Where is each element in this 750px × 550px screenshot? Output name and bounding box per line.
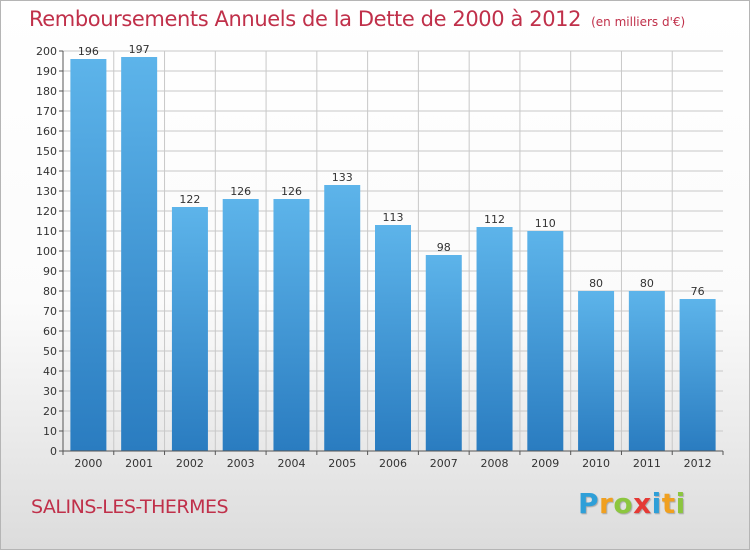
y-tick-label: 120 bbox=[36, 205, 57, 218]
bar bbox=[425, 255, 462, 451]
data-label: 80 bbox=[640, 277, 654, 290]
y-tick-label: 0 bbox=[50, 445, 57, 458]
bar bbox=[628, 291, 665, 451]
y-tick-label: 60 bbox=[43, 325, 57, 338]
y-tick-label: 90 bbox=[43, 265, 57, 278]
y-tick-label: 100 bbox=[36, 245, 57, 258]
x-tick-label: 2005 bbox=[328, 457, 356, 470]
x-tick-label: 2001 bbox=[125, 457, 153, 470]
data-label: 197 bbox=[129, 43, 150, 56]
data-label: 122 bbox=[179, 193, 200, 206]
y-tick-label: 80 bbox=[43, 285, 57, 298]
y-tick-label: 10 bbox=[43, 425, 57, 438]
bar bbox=[476, 227, 513, 451]
y-tick-label: 200 bbox=[36, 45, 57, 58]
data-label: 110 bbox=[535, 217, 556, 230]
bar bbox=[121, 57, 158, 451]
logo-letter: o bbox=[613, 487, 634, 520]
x-tick-label: 2010 bbox=[582, 457, 610, 470]
bar bbox=[171, 207, 208, 451]
x-tick-label: 2003 bbox=[227, 457, 255, 470]
data-label: 196 bbox=[78, 45, 99, 58]
chart-title: Remboursements Annuels de la Dette de 20… bbox=[29, 7, 685, 31]
y-tick-label: 50 bbox=[43, 345, 57, 358]
data-label: 126 bbox=[281, 185, 302, 198]
bar bbox=[70, 59, 107, 451]
logo-letter: t bbox=[661, 487, 676, 520]
x-tick-label: 2012 bbox=[684, 457, 712, 470]
bars: 196 197 122 126 126 133 113 98 112 110 80 80 76 bbox=[70, 43, 716, 451]
y-tick-label: 130 bbox=[36, 185, 57, 198]
logo-letter: P bbox=[578, 487, 600, 520]
x-tick-label: 2011 bbox=[633, 457, 661, 470]
y-tick-label: 110 bbox=[36, 225, 57, 238]
axes: 0 10 20 30 40 50 60 70 80 90 100 110 120 130 140 150 160… bbox=[36, 45, 724, 470]
y-tick-label: 190 bbox=[36, 65, 57, 78]
y-tick-label: 40 bbox=[43, 365, 57, 378]
y-tick-label: 150 bbox=[36, 145, 57, 158]
x-tick-label: 2004 bbox=[277, 457, 305, 470]
y-tick-label: 140 bbox=[36, 165, 57, 178]
y-tick-label: 20 bbox=[43, 405, 57, 418]
data-label: 112 bbox=[484, 213, 505, 226]
logo-letter: r bbox=[599, 487, 614, 520]
bar bbox=[527, 231, 564, 451]
y-tick-label: 30 bbox=[43, 385, 57, 398]
chart-subtitle: (en milliers d'€) bbox=[591, 15, 686, 29]
logo-letter: x bbox=[633, 487, 652, 520]
x-tick-label: 2009 bbox=[531, 457, 559, 470]
data-label: 80 bbox=[589, 277, 603, 290]
x-tick-label: 2000 bbox=[74, 457, 102, 470]
data-label: 113 bbox=[383, 211, 404, 224]
logo-letter: i bbox=[675, 487, 686, 520]
bar bbox=[375, 225, 411, 451]
bar bbox=[222, 199, 259, 451]
bar bbox=[578, 291, 615, 451]
y-tick-label: 170 bbox=[36, 105, 57, 118]
bar bbox=[324, 185, 361, 451]
y-tick-label: 70 bbox=[43, 305, 57, 318]
bar bbox=[273, 199, 310, 451]
title-text: Remboursements Annuels de la Dette de 20… bbox=[29, 7, 582, 31]
x-tick-label: 2007 bbox=[430, 457, 458, 470]
x-tick-label: 2008 bbox=[481, 457, 509, 470]
data-label: 98 bbox=[437, 241, 451, 254]
proxiti-logo[interactable]: Proxiti bbox=[578, 487, 686, 520]
x-tick-label: 2002 bbox=[176, 457, 204, 470]
bar bbox=[679, 299, 716, 451]
x-tick-label: 2006 bbox=[379, 457, 407, 470]
y-tick-label: 180 bbox=[36, 85, 57, 98]
y-tick-label: 160 bbox=[36, 125, 57, 138]
data-label: 133 bbox=[332, 171, 353, 184]
data-label: 126 bbox=[230, 185, 251, 198]
location-name: SALINS-LES-THERMES bbox=[31, 496, 229, 518]
data-label: 76 bbox=[691, 285, 705, 298]
logo-letter: i bbox=[651, 487, 662, 520]
